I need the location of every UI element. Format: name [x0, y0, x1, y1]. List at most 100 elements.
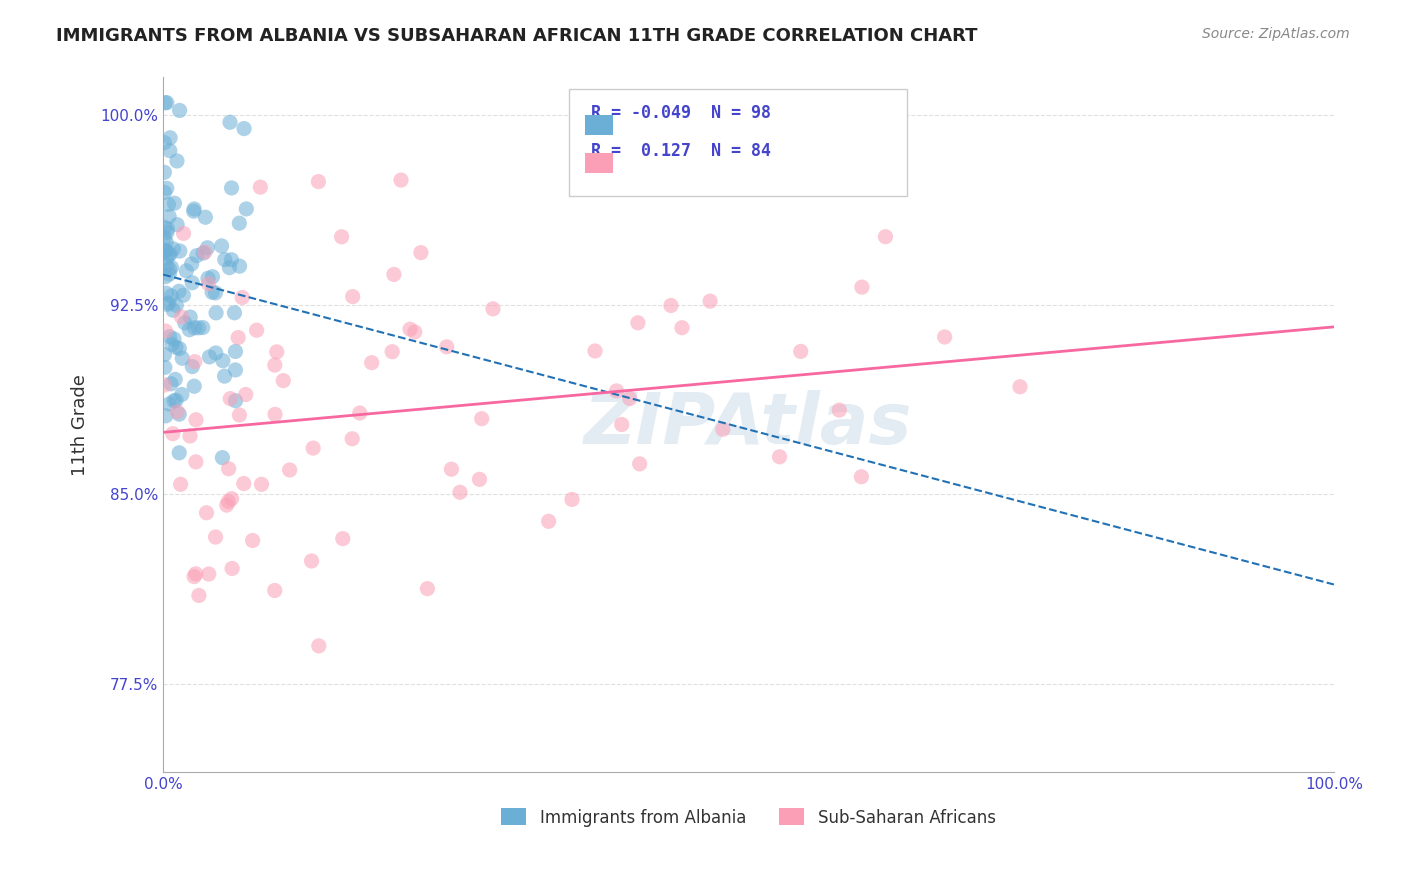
Immigrants from Albania [183, 204, 205, 219]
Text: ZIPAtlas: ZIPAtlas [585, 390, 912, 459]
Immigrants from Albania [155, 269, 177, 284]
Immigrants from Albania [163, 393, 186, 408]
Sub-Saharan Africans [628, 457, 651, 471]
Sub-Saharan Africans [184, 566, 207, 581]
Sub-Saharan Africans [360, 356, 382, 370]
Sub-Saharan Africans [399, 322, 422, 336]
Immigrants from Albania [153, 220, 176, 235]
Immigrants from Albania [194, 211, 217, 225]
Sub-Saharan Africans [768, 450, 790, 464]
Sub-Saharan Africans [184, 413, 207, 427]
Sub-Saharan Africans [221, 561, 243, 575]
Sub-Saharan Africans [170, 310, 193, 324]
Immigrants from Albania [224, 306, 246, 320]
Immigrants from Albania [157, 210, 180, 224]
Immigrants from Albania [233, 121, 256, 136]
Immigrants from Albania [166, 153, 188, 168]
Sub-Saharan Africans [440, 462, 463, 476]
Immigrants from Albania [163, 332, 186, 346]
Sub-Saharan Africans [851, 469, 873, 483]
Immigrants from Albania [219, 115, 242, 129]
Immigrants from Albania [156, 95, 179, 110]
Sub-Saharan Africans [173, 227, 195, 241]
Immigrants from Albania [155, 235, 177, 250]
Sub-Saharan Africans [266, 344, 288, 359]
Immigrants from Albania [169, 244, 191, 258]
Immigrants from Albania [155, 252, 177, 266]
Sub-Saharan Africans [583, 343, 606, 358]
Immigrants from Albania [201, 269, 224, 284]
Sub-Saharan Africans [610, 417, 633, 432]
Immigrants from Albania [211, 450, 233, 465]
Sub-Saharan Africans [409, 245, 432, 260]
Immigrants from Albania [157, 296, 180, 310]
Sub-Saharan Africans [250, 477, 273, 491]
Immigrants from Albania [159, 262, 181, 277]
Immigrants from Albania [153, 165, 176, 179]
Sub-Saharan Africans [330, 229, 353, 244]
Sub-Saharan Africans [235, 387, 257, 401]
Immigrants from Albania [214, 252, 236, 267]
Sub-Saharan Africans [228, 408, 250, 422]
Immigrants from Albania [221, 252, 243, 267]
Immigrants from Albania [153, 230, 176, 244]
Sub-Saharan Africans [204, 530, 226, 544]
Sub-Saharan Africans [851, 280, 873, 294]
Immigrants from Albania [169, 342, 191, 356]
Sub-Saharan Africans [153, 378, 176, 392]
Text: R = -0.049  N = 98: R = -0.049 N = 98 [591, 103, 770, 121]
Immigrants from Albania [153, 244, 176, 258]
Sub-Saharan Africans [263, 583, 285, 598]
Sub-Saharan Africans [249, 180, 271, 194]
Sub-Saharan Africans [264, 408, 287, 422]
Immigrants from Albania [160, 337, 183, 351]
Immigrants from Albania [173, 316, 195, 330]
Immigrants from Albania [159, 144, 181, 158]
Immigrants from Albania [155, 244, 177, 258]
Sub-Saharan Africans [183, 569, 205, 583]
Text: IMMIGRANTS FROM ALBANIA VS SUBSAHARAN AFRICAN 11TH GRADE CORRELATION CHART: IMMIGRANTS FROM ALBANIA VS SUBSAHARAN AF… [56, 27, 977, 45]
Immigrants from Albania [155, 409, 177, 423]
Sub-Saharan Africans [671, 320, 693, 334]
Immigrants from Albania [160, 376, 183, 391]
Immigrants from Albania [162, 242, 184, 256]
Sub-Saharan Africans [389, 173, 412, 187]
Sub-Saharan Africans [790, 344, 813, 359]
Sub-Saharan Africans [463, 773, 485, 788]
Sub-Saharan Africans [246, 323, 269, 337]
Sub-Saharan Africans [711, 422, 734, 436]
Immigrants from Albania [201, 285, 224, 300]
Immigrants from Albania [228, 259, 250, 273]
Sub-Saharan Africans [231, 291, 253, 305]
Immigrants from Albania [183, 379, 205, 393]
Immigrants from Albania [156, 221, 179, 235]
Immigrants from Albania [163, 196, 186, 211]
Immigrants from Albania [218, 260, 240, 275]
Immigrants from Albania [172, 351, 194, 366]
Immigrants from Albania [228, 216, 250, 230]
Sub-Saharan Africans [537, 514, 560, 528]
Immigrants from Albania [159, 247, 181, 261]
Immigrants from Albania [183, 202, 205, 216]
Immigrants from Albania [181, 359, 204, 374]
Immigrants from Albania [176, 264, 198, 278]
Immigrants from Albania [183, 321, 205, 335]
Immigrants from Albania [155, 286, 177, 301]
Immigrants from Albania [186, 249, 208, 263]
Sub-Saharan Africans [215, 498, 238, 512]
Immigrants from Albania [198, 350, 221, 364]
Immigrants from Albania [165, 393, 187, 408]
Sub-Saharan Africans [307, 175, 329, 189]
Immigrants from Albania [157, 197, 180, 211]
Sub-Saharan Africans [194, 245, 217, 260]
Immigrants from Albania [166, 218, 188, 232]
Immigrants from Albania [214, 369, 236, 384]
Text: Source: ZipAtlas.com: Source: ZipAtlas.com [1202, 27, 1350, 41]
Immigrants from Albania [204, 285, 226, 300]
Sub-Saharan Africans [155, 324, 177, 338]
Immigrants from Albania [153, 186, 176, 200]
Sub-Saharan Africans [184, 455, 207, 469]
Immigrants from Albania [153, 244, 176, 258]
Sub-Saharan Africans [1008, 380, 1031, 394]
Immigrants from Albania [167, 285, 190, 299]
